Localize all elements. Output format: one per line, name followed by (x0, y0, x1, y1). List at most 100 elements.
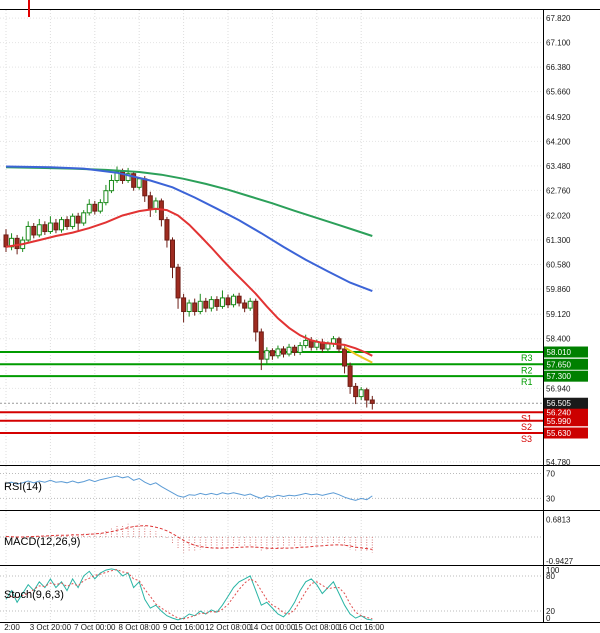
candle-up (103, 190, 109, 204)
candle-down (53, 222, 59, 231)
svg-text:0: 0 (546, 614, 551, 623)
svg-text:60.580: 60.580 (546, 261, 571, 270)
svg-text:58.010: 58.010 (547, 348, 572, 357)
indicator-gridlines (0, 472, 543, 612)
candle-down (269, 350, 275, 357)
candle-up (286, 346, 292, 355)
panel-separators (0, 9, 600, 623)
candle-down (75, 215, 81, 224)
candle-up (36, 224, 42, 236)
candle-down (347, 365, 353, 387)
svg-text:16 Oct 16:00: 16 Oct 16:00 (338, 623, 384, 632)
candle-up (247, 300, 253, 309)
candle-up (70, 215, 76, 227)
candle-down (281, 348, 286, 355)
svg-text:30: 30 (546, 494, 555, 503)
svg-text:R3: R3 (521, 353, 533, 363)
svg-text:64.920: 64.920 (546, 113, 571, 122)
candle-down (353, 385, 359, 398)
candle-up (47, 222, 53, 233)
stoch-indicator-label: Stoch(9,6,3) (4, 589, 64, 601)
candle-down (292, 346, 298, 353)
candle-up (219, 297, 225, 307)
candle-down (181, 297, 187, 313)
ma-fast-red-line (5, 207, 373, 357)
svg-text:54.780: 54.780 (546, 458, 571, 467)
candle-down (164, 219, 170, 241)
svg-text:20: 20 (546, 607, 555, 616)
period-marker (28, 0, 30, 17)
candle-up (358, 389, 364, 398)
candle-down (31, 225, 37, 236)
candle-down (192, 302, 198, 313)
price-badge (544, 346, 588, 358)
candle-down (364, 389, 370, 401)
svg-text:55.990: 55.990 (547, 417, 572, 426)
svg-text:64.200: 64.200 (546, 137, 571, 146)
price-badge (544, 397, 588, 409)
candle-down (242, 302, 248, 309)
svg-text:56.505: 56.505 (547, 399, 572, 408)
rsi-indicator-label: RSI(14) (4, 481, 42, 493)
svg-text:0.6813: 0.6813 (546, 515, 571, 524)
svg-text:63.480: 63.480 (546, 162, 571, 171)
candle-up (297, 345, 303, 353)
price-badge (544, 406, 588, 418)
svg-text:-0.9427: -0.9427 (546, 557, 574, 566)
svg-text:R1: R1 (521, 377, 533, 387)
candle-up (125, 173, 131, 181)
resistance-lines: R3 R2 R1 (0, 351, 543, 387)
macd-signal-line (5, 525, 373, 550)
svg-text:15 Oct 08:00: 15 Oct 08:00 (294, 623, 340, 632)
stoch-k-line (5, 568, 373, 621)
candlesticks (3, 166, 375, 410)
candle-down (14, 237, 20, 250)
svg-text:65.660: 65.660 (546, 88, 571, 97)
price-axis[interactable]: 67.820 67.100 66.380 65.660 64.920 64.200 63.4… (546, 14, 571, 467)
svg-text:66.380: 66.380 (546, 63, 571, 72)
rsi-line (5, 475, 373, 501)
macd-indicator-label: MACD(12,26,9) (4, 536, 81, 548)
candle-down (203, 300, 209, 309)
candle-down (92, 203, 98, 212)
svg-text:61.300: 61.300 (546, 236, 571, 245)
candle-up (186, 302, 192, 313)
ma-mid-blue-line (5, 165, 373, 293)
svg-text:67.100: 67.100 (546, 39, 571, 48)
candle-up (97, 202, 103, 212)
candle-up (264, 350, 270, 360)
svg-text:9 Oct 16:00: 9 Oct 16:00 (163, 623, 205, 632)
svg-text:70: 70 (546, 469, 555, 478)
time-axis[interactable]: 2:00 3 Oct 20:00 7 Oct 00:00 8 Oct 08:00 9 O… (4, 623, 384, 632)
candle-up (86, 203, 92, 214)
candle-up (208, 299, 214, 309)
candle-up (325, 343, 331, 350)
candle-down (142, 178, 148, 197)
candle-up (81, 212, 87, 224)
svg-text:S2: S2 (521, 422, 532, 432)
candle-down (131, 173, 137, 188)
svg-text:2:00: 2:00 (4, 623, 20, 632)
candle-up (136, 178, 142, 188)
svg-text:67.820: 67.820 (546, 14, 571, 23)
candle-down (170, 239, 175, 268)
svg-text:7 Oct 00:00: 7 Oct 00:00 (74, 623, 116, 632)
candle-down (175, 266, 181, 299)
svg-text:59.120: 59.120 (546, 310, 571, 319)
candle-up (25, 225, 31, 241)
candle-up (303, 339, 309, 347)
candle-down (236, 295, 242, 304)
svg-text:59.860: 59.860 (546, 285, 571, 294)
svg-text:62.020: 62.020 (546, 212, 571, 221)
candle-up (275, 348, 281, 357)
svg-text:80: 80 (546, 572, 555, 581)
candle-down (369, 399, 375, 404)
svg-text:58.400: 58.400 (546, 335, 571, 344)
price-badge (544, 370, 588, 382)
candle-down (214, 299, 220, 307)
svg-text:55.630: 55.630 (547, 429, 572, 438)
